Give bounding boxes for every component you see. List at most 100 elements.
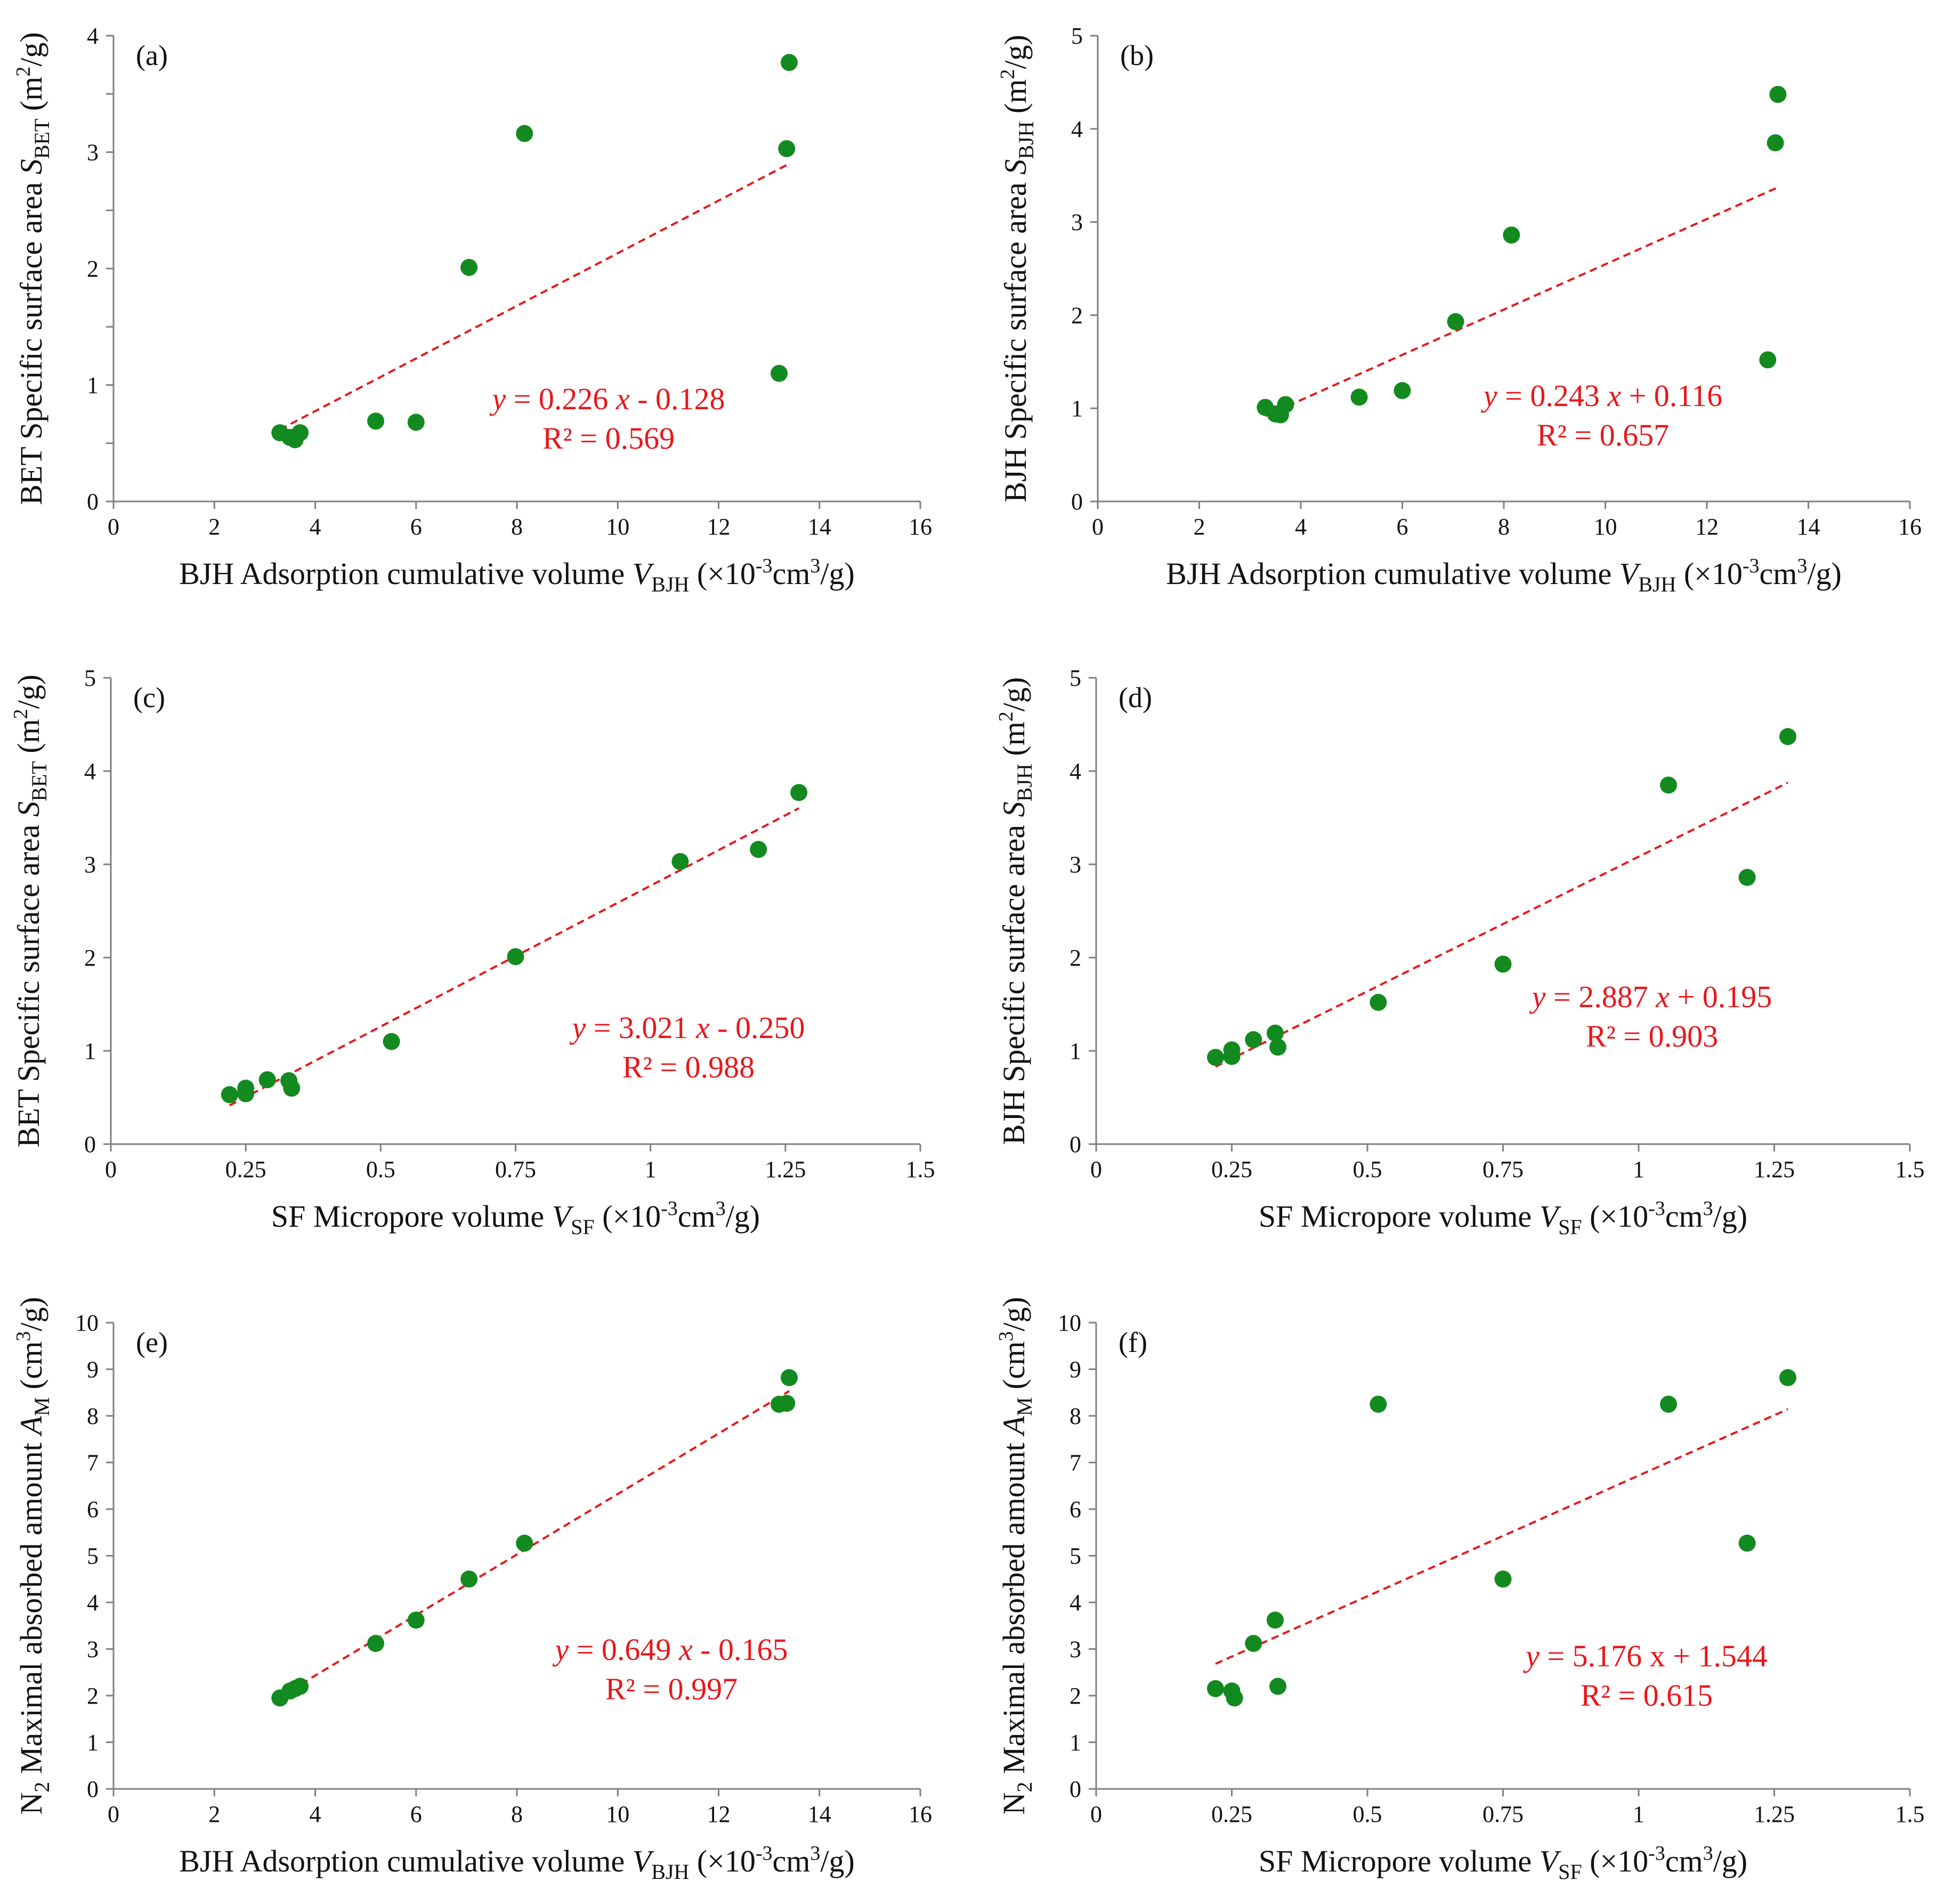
y-axis-variable: A [997, 1416, 1031, 1437]
y-tick-label: 7 [1070, 1450, 1081, 1476]
equation-x: x [1655, 979, 1670, 1014]
data-point [1223, 1041, 1241, 1059]
y-tick-label: 0 [84, 1131, 96, 1157]
x-tick-label: 0.75 [1483, 1801, 1524, 1827]
x-axis-unit-exponent: -3 [1648, 1197, 1665, 1220]
x-axis-title-text: SF Micropore volume [271, 1199, 552, 1234]
y-tick-label: 4 [87, 23, 99, 49]
equation-slope: = 3.021 [586, 1010, 696, 1045]
x-tick-label: 4 [1295, 514, 1307, 540]
y-axis-unit: (cm [14, 1341, 48, 1397]
x-tick-label: 0 [1092, 514, 1104, 540]
y-tick-label: 1 [1070, 1038, 1081, 1064]
panel-label: (d) [1119, 682, 1152, 714]
y-tick-label: 3 [87, 1636, 99, 1663]
y-tick-label: 1 [1070, 1730, 1081, 1756]
equation-x: x [615, 382, 630, 416]
r-squared-label: R² = 0.997 [605, 1672, 738, 1706]
x-axis-unit: /g) [1713, 1844, 1747, 1878]
data-point [1269, 1039, 1287, 1056]
x-tick-label: 0 [108, 514, 119, 540]
x-axis-title-text: BJH Adsorption cumulative volume [179, 1844, 633, 1878]
x-tick-label: 1.5 [906, 1156, 935, 1182]
y-tick-label: 9 [1070, 1357, 1081, 1383]
y-tick-label: 0 [1070, 1776, 1081, 1802]
x-tick-label: 0.75 [1483, 1156, 1524, 1182]
x-axis-variable: V [1540, 1844, 1562, 1878]
x-axis-unit: (×10 [1582, 1199, 1649, 1234]
data-point [507, 948, 524, 966]
data-point [1245, 1031, 1262, 1048]
x-tick-label: 0.75 [495, 1156, 536, 1182]
y-axis-unit: /g) [14, 1297, 48, 1331]
x-tick-label: 1 [1633, 1156, 1645, 1182]
y-axis-variable: S [11, 801, 46, 817]
y-tick-label: 0 [1071, 489, 1083, 515]
regression-equation: y = 2.887 x + 0.195 [1529, 979, 1772, 1014]
data-point [1226, 1689, 1243, 1707]
x-axis-unit-exponent: -3 [756, 1842, 773, 1865]
y-axis-title: BJH Specific surface area SBJH (m2/g) [997, 35, 1038, 503]
x-tick-label: 14 [808, 1801, 831, 1827]
data-point [237, 1080, 255, 1097]
x-tick-label: 1.25 [765, 1156, 806, 1182]
x-tick-label: 0.25 [225, 1156, 266, 1182]
x-axis-unit: (×10 [1676, 556, 1743, 591]
y-tick-label: 8 [1070, 1403, 1081, 1429]
equation-intercept: - 0.165 [693, 1632, 788, 1667]
panel-label: (b) [1120, 39, 1154, 71]
data-point [516, 1534, 533, 1552]
equation-intercept: - 0.250 [710, 1010, 805, 1045]
data-point [790, 784, 808, 801]
x-tick-label: 0.25 [1211, 1801, 1252, 1827]
x-axis-unit-exponent: 3 [1703, 1197, 1713, 1220]
data-point [1277, 396, 1294, 414]
y-axis-title-text: BET Specific surface area [14, 174, 48, 505]
y-axis-title: BJH Specific surface area SBJH (m2/g) [995, 677, 1036, 1145]
trendline [1265, 186, 1779, 417]
data-point [221, 1086, 238, 1104]
panel-label: (a) [136, 39, 168, 71]
equation-slope: = 0.243 [1497, 378, 1608, 413]
y-axis-unit: (m [14, 77, 48, 119]
chart-panel-f: 0 0.25 0.5 0.75 1 1.25 1.5 0 1 2 3 4 5 6 7 8 9 10 (f) SF Mi… [995, 1297, 1925, 1884]
x-axis-subscript: SF [1558, 1860, 1582, 1884]
data-point [1266, 1024, 1284, 1042]
data-point [1494, 955, 1512, 973]
data-point [1738, 1534, 1756, 1552]
data-point [291, 1678, 309, 1695]
x-tick-label: 1.25 [1754, 1156, 1795, 1182]
y-axis-title-text: N [997, 1792, 1031, 1814]
equation-intercept: - 0.128 [630, 382, 725, 416]
x-tick-label: 16 [909, 514, 932, 540]
x-tick-label: 2 [208, 514, 220, 540]
x-axis-unit: /g) [1713, 1199, 1747, 1234]
y-tick-label: 1 [87, 1730, 99, 1756]
x-axis-unit: /g) [820, 556, 854, 591]
x-tick-label: 12 [707, 514, 731, 540]
x-axis-subscript: SF [1558, 1215, 1582, 1239]
x-axis-subscript: BJH [651, 572, 689, 596]
data-point [516, 125, 533, 142]
data-point [1779, 728, 1796, 746]
data-point [367, 412, 385, 430]
y-tick-label: 5 [84, 665, 96, 691]
data-point [1350, 388, 1368, 406]
x-axis-title-text: SF Micropore volume [1259, 1844, 1540, 1878]
y-axis-unit-exponent: 2 [995, 711, 1017, 722]
data-point [1759, 351, 1777, 369]
y-tick-label: 8 [87, 1403, 99, 1429]
x-axis-unit-exponent: -3 [1648, 1842, 1665, 1865]
y-axis-unit-exponent: 2 [10, 709, 32, 719]
y-tick-label: 3 [1070, 1636, 1081, 1663]
y-tick-label: 10 [1058, 1310, 1081, 1336]
y-tick-label: 2 [1070, 945, 1081, 971]
y-tick-label: 5 [1070, 665, 1081, 691]
regression-equation: y = 5.176 x + 1.544 [1523, 1639, 1768, 1673]
data-point [1206, 1049, 1224, 1066]
x-tick-label: 16 [909, 1801, 932, 1827]
y-axis-unit: /g) [14, 32, 48, 66]
x-tick-label: 4 [310, 1801, 321, 1827]
data-point [1738, 869, 1756, 886]
y-axis-unit: (cm [997, 1341, 1031, 1397]
